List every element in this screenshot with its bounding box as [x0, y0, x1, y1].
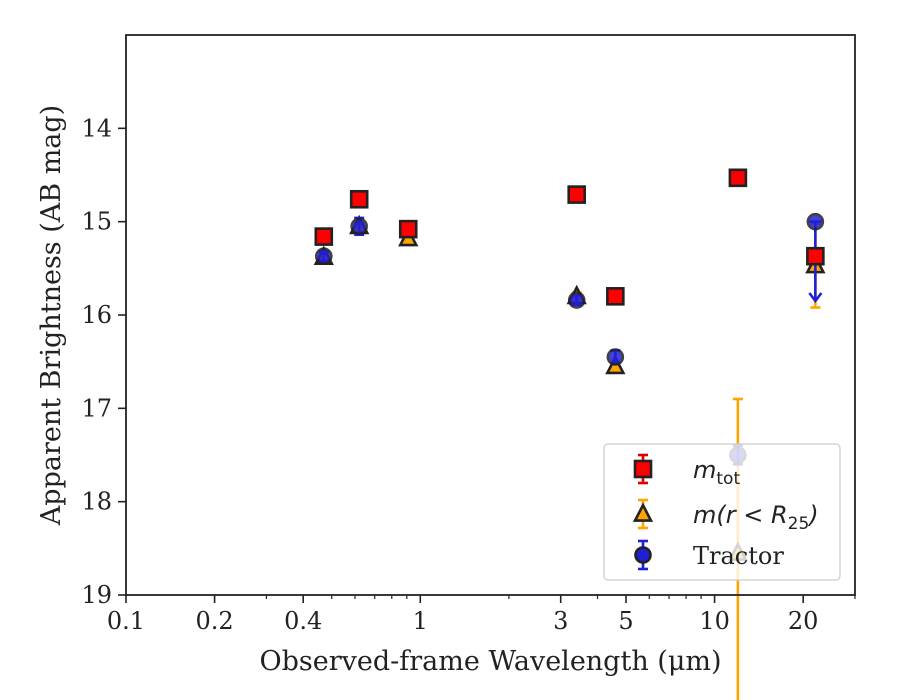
data-point [606, 348, 625, 366]
data-point [314, 227, 334, 246]
legend-label: m(r < R25) [693, 501, 819, 534]
data-point [567, 185, 587, 204]
legend-label: mtot [693, 456, 740, 489]
data-marks [313, 168, 826, 700]
data-point [728, 168, 748, 188]
data-point [806, 246, 825, 266]
y-tick-label: 15 [81, 208, 112, 236]
y-tick-label: 19 [81, 581, 112, 609]
x-tick-label: 5 [618, 607, 633, 635]
x-tick-label: 20 [788, 607, 819, 635]
data-point [350, 217, 368, 236]
series-square [314, 168, 825, 306]
y-tick-label: 16 [81, 301, 112, 329]
legend-marker [632, 502, 654, 522]
series-circle [314, 212, 825, 466]
x-tick-label: 10 [699, 607, 730, 635]
data-point [398, 219, 418, 239]
x-axis-label: Observed-frame Wavelength (μm) [259, 646, 721, 677]
x-tick-label: 0.2 [196, 607, 234, 635]
x-tick-label: 3 [553, 607, 568, 635]
upper-limit-arrow [808, 292, 823, 304]
legend-box [603, 443, 841, 581]
x-tick-label: 1 [413, 607, 428, 635]
legend-marker [634, 546, 652, 564]
legend: mtot m(r < R25) Tractor [603, 443, 841, 581]
data-point [349, 189, 369, 209]
axis-ticks: 0.1 0.2 0.4 1 3 5 10 20 14 15 16 17 18 19 [81, 114, 856, 635]
legend-label: Tractor [693, 542, 784, 570]
y-tick-label: 14 [81, 114, 112, 142]
x-tick-label: 0.4 [284, 607, 322, 635]
data-point [314, 247, 333, 266]
y-axis-label: Apparent Brightness (AB mag) [36, 105, 67, 526]
x-tick-label: 0.1 [107, 607, 145, 635]
data-point [567, 291, 586, 309]
y-tick-label: 17 [81, 394, 112, 422]
legend-marker [633, 459, 653, 479]
data-point [606, 287, 625, 306]
data-point [806, 212, 825, 231]
y-tick-label: 18 [81, 488, 112, 516]
